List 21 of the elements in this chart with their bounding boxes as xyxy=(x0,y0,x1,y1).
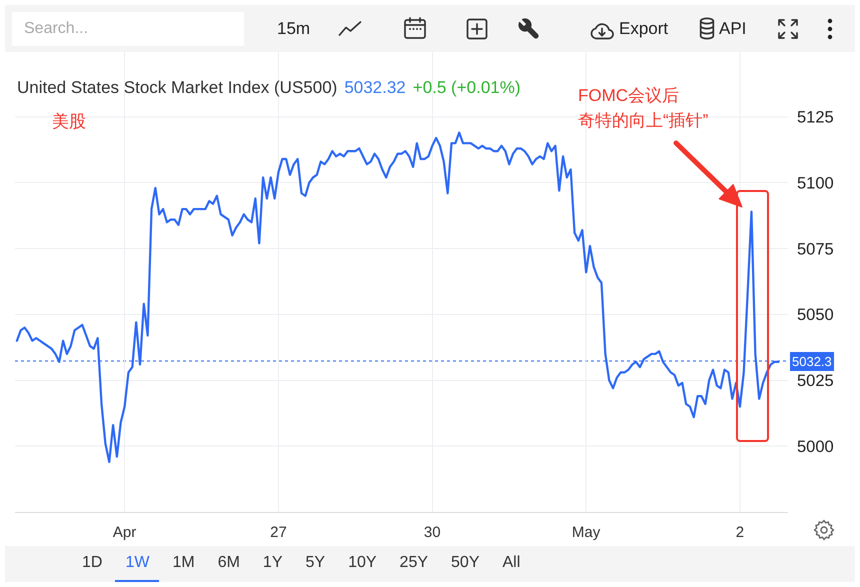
x-tick-label: 30 xyxy=(424,524,441,541)
annotation: 美股 xyxy=(52,112,86,132)
ref-line-label: 5032.3 xyxy=(792,354,832,369)
y-tick-label: 5050 xyxy=(797,306,834,324)
x-tick-label: Apr xyxy=(112,524,136,541)
annotation: 奇特的向上“插针” xyxy=(578,111,708,131)
annotation: FOMC会议后 xyxy=(578,86,680,106)
x-tick-label: 2 xyxy=(736,524,744,541)
annotation: +0.5 (+0.01%) xyxy=(412,78,521,97)
search-field: Search... xyxy=(12,12,244,46)
y-tick-label: 5100 xyxy=(797,174,834,192)
text: United States Stock Market Index (US500) xyxy=(17,78,338,97)
toolbar: Search... 15m Export API xyxy=(5,5,855,52)
y-tick-label: 5025 xyxy=(797,372,834,390)
x-tick-label: 27 xyxy=(270,524,287,541)
annotation: 5032.32 xyxy=(344,78,406,97)
y-tick-label: 5000 xyxy=(797,438,834,456)
y-tick-label: 5125 xyxy=(797,108,834,127)
x-tick-label: May xyxy=(572,524,601,541)
y-tick-label: 5075 xyxy=(797,240,834,258)
bottom-toolbar: 1D 1W 1M 6M 1Y 5Y 10Y 25Y 50Y All xyxy=(5,546,855,582)
